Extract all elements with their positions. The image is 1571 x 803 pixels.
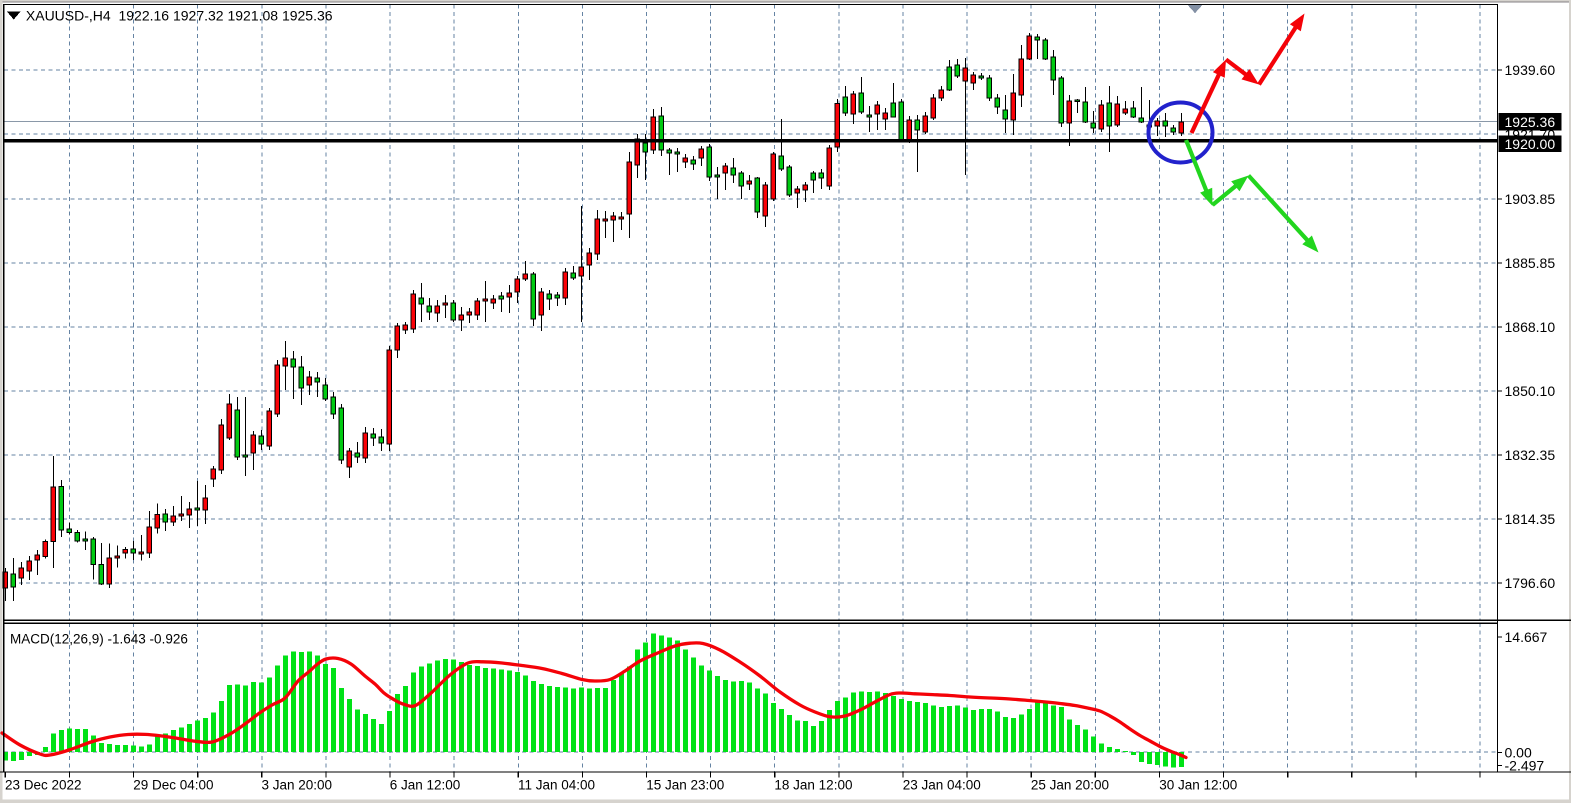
svg-text:23 Jan 04:00: 23 Jan 04:00	[903, 778, 981, 793]
svg-text:1885.85: 1885.85	[1505, 255, 1556, 271]
svg-text:1814.35: 1814.35	[1505, 511, 1556, 527]
svg-text:11 Jan 04:00: 11 Jan 04:00	[518, 778, 595, 793]
svg-text:1796.60: 1796.60	[1505, 575, 1556, 591]
svg-text:-2.497: -2.497	[1505, 758, 1545, 774]
svg-text:25 Jan 20:00: 25 Jan 20:00	[1031, 778, 1109, 793]
svg-text:14.667: 14.667	[1505, 629, 1548, 645]
svg-text:23 Dec 2022: 23 Dec 2022	[5, 778, 82, 793]
svg-text:3 Jan 20:00: 3 Jan 20:00	[262, 778, 333, 793]
svg-text:1850.10: 1850.10	[1505, 383, 1556, 399]
svg-text:6 Jan 12:00: 6 Jan 12:00	[390, 778, 461, 793]
svg-text:18 Jan 12:00: 18 Jan 12:00	[774, 778, 852, 793]
svg-text:30 Jan 12:00: 30 Jan 12:00	[1159, 778, 1237, 793]
svg-text:1868.10: 1868.10	[1505, 319, 1556, 335]
svg-text:1832.35: 1832.35	[1505, 447, 1556, 463]
svg-text:1920.00: 1920.00	[1505, 136, 1556, 152]
svg-text:XAUUSD-,H4 1922.16 1927.32 19: XAUUSD-,H4 1922.16 1927.32 1921.08 1925.…	[26, 8, 333, 24]
svg-text:MACD(12,26,9) -1.643 -0.926: MACD(12,26,9) -1.643 -0.926	[10, 632, 188, 647]
svg-text:1939.60: 1939.60	[1505, 62, 1556, 78]
svg-text:1903.85: 1903.85	[1505, 191, 1556, 207]
svg-text:29 Dec 04:00: 29 Dec 04:00	[133, 778, 213, 793]
svg-text:15 Jan 23:00: 15 Jan 23:00	[646, 778, 724, 793]
svg-text:1925.36: 1925.36	[1505, 114, 1556, 130]
svg-text:0.00: 0.00	[1505, 745, 1532, 761]
